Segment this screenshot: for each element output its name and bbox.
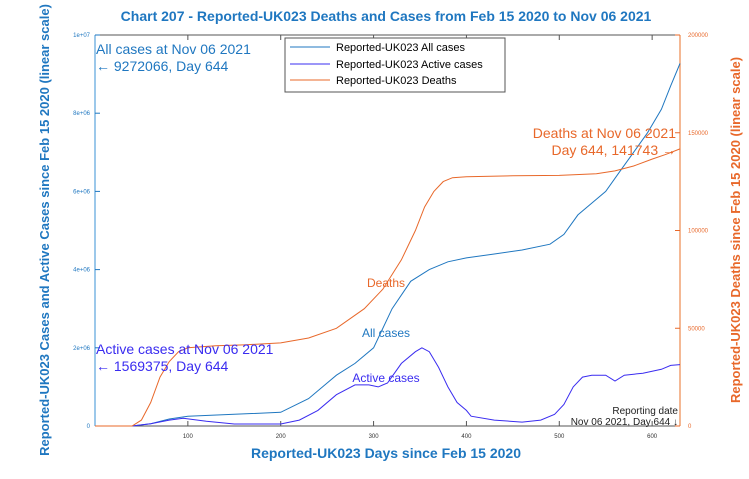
reporting-date-1: Reporting date (612, 406, 678, 417)
annotation-active-1: Active cases at Nov 06 2021 (96, 341, 274, 357)
legend: Reported-UK023 All cases Reported-UK023 … (284, 37, 506, 93)
chart-title: Chart 207 - Reported-UK023 Deaths and Ca… (121, 8, 652, 24)
y-left-tick-label: 4e+06 (73, 268, 91, 274)
x-tick-label: 100 (183, 434, 194, 440)
y-left-tick-label: 6e+06 (73, 189, 91, 195)
series-line-1 (95, 347, 681, 427)
legend-all-cases: Reported-UK023 All cases (336, 42, 466, 54)
y-axis-right-label: Reported-UK023 Deaths since Feb 15 2020 … (728, 57, 743, 403)
x-tick-label: 600 (647, 434, 658, 440)
annotation-all-cases-1: All cases at Nov 06 2021 (96, 41, 251, 57)
y-right-tick-label: 50000 (688, 326, 705, 332)
y-right-tick-label: 200000 (688, 33, 709, 39)
label-deaths: Deaths (367, 276, 405, 290)
x-axis-label: Reported-UK023 Days since Feb 15 2020 (251, 445, 521, 461)
series-line-2 (95, 148, 681, 427)
y-right-tick-label: 100000 (688, 229, 709, 235)
legend-active-cases: Reported-UK023 Active cases (336, 59, 483, 71)
y-left-tick-label: 8e+06 (73, 111, 91, 117)
x-tick-label: 500 (554, 434, 565, 440)
y-left-tick-label: 2e+06 (73, 346, 91, 352)
x-tick-label: 300 (369, 434, 380, 440)
legend-deaths: Reported-UK023 Deaths (336, 75, 457, 87)
label-active-cases: Active cases (352, 371, 419, 385)
reporting-date-2: Nov 06 2021, Day 644 ↓ (571, 417, 678, 428)
y-axis-left-label: Reported-UK023 Cases and Active Cases si… (37, 4, 52, 456)
x-tick-label: 400 (461, 434, 472, 440)
annotation-active-2: ← 1569375, Day 644 (96, 358, 229, 374)
annotation-deaths-2: Day 644, 141743 → (551, 142, 676, 158)
y-right-tick-label: 0 (688, 424, 692, 430)
x-tick-label: 200 (276, 434, 287, 440)
annotation-deaths-1: Deaths at Nov 06 2021 (533, 125, 676, 141)
y-left-tick-label: 0 (87, 424, 91, 430)
label-all-cases: All cases (362, 326, 410, 340)
y-right-tick-label: 150000 (688, 131, 709, 137)
y-left-tick-label: 1e+07 (73, 33, 91, 39)
annotation-all-cases-2: ← 9272066, Day 644 (96, 58, 229, 74)
series-line-0 (95, 63, 681, 427)
